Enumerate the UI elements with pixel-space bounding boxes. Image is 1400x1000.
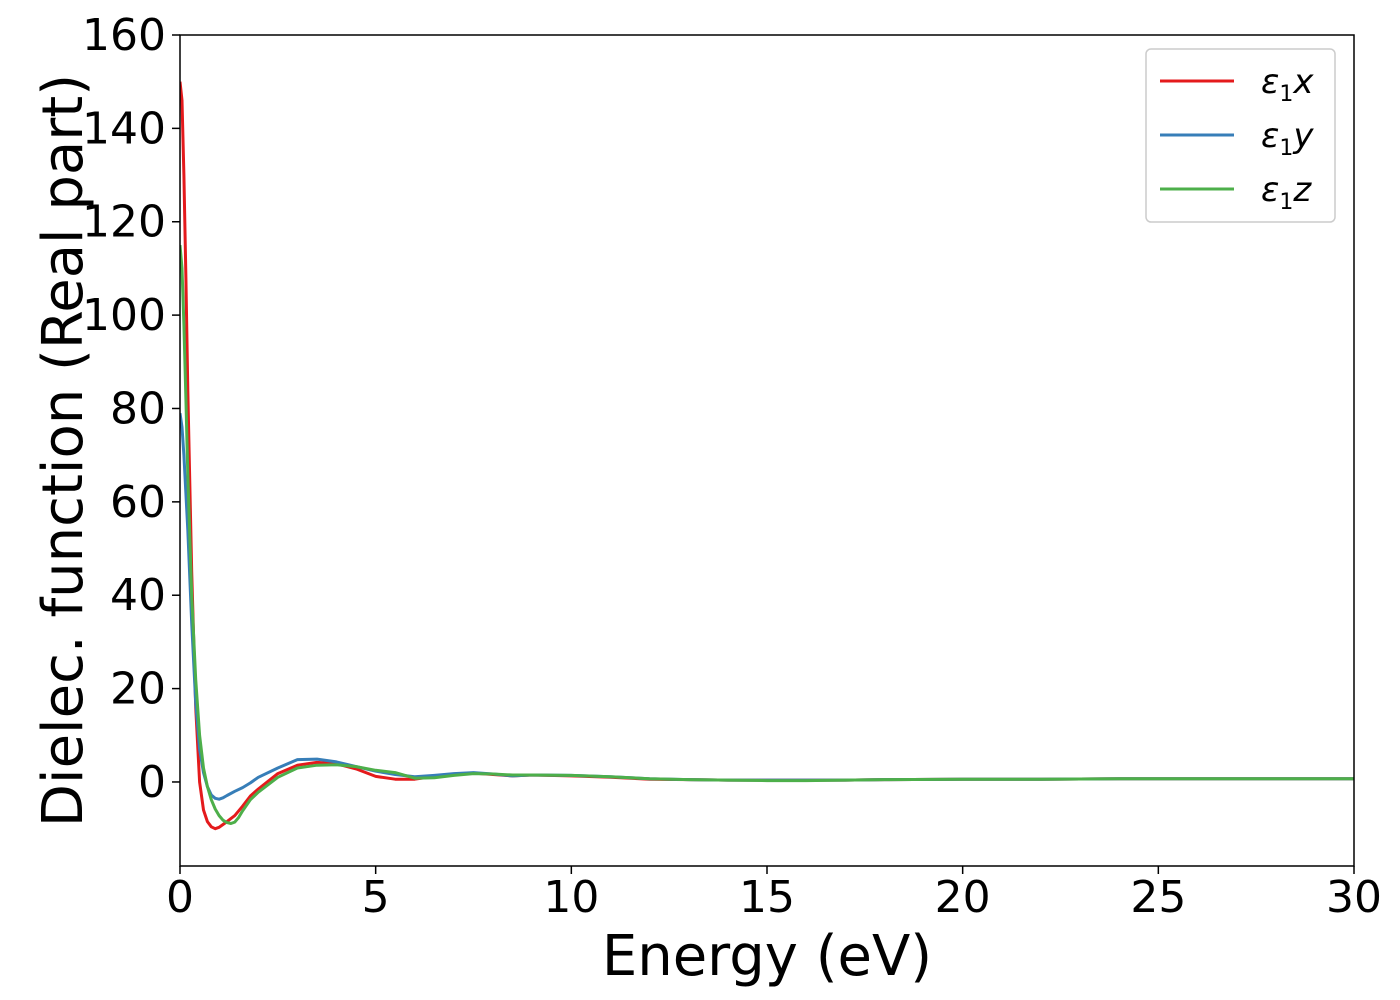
x-tick-label: 25 xyxy=(1130,872,1186,923)
x-tick-label: 10 xyxy=(543,872,599,923)
y-axis: 0 20 40 60 80 100 120 140 160 xyxy=(82,10,180,808)
y-tick-label: 40 xyxy=(110,570,166,621)
x-axis-label: Energy (eV) xyxy=(602,924,932,989)
y-tick-label: 140 xyxy=(82,103,166,154)
x-tick-label: 0 xyxy=(166,872,194,923)
y-tick-label: 80 xyxy=(110,383,166,434)
y-axis-label: Dielec. function (Real part) xyxy=(31,74,96,827)
series-line-y xyxy=(180,412,1354,801)
legend-box xyxy=(1145,48,1336,223)
y-tick-label: 0 xyxy=(138,757,166,808)
legend: ε1x ε1y ε1z xyxy=(1145,48,1336,223)
y-tick-label: 160 xyxy=(82,10,166,61)
x-tick-label: 15 xyxy=(739,872,795,923)
legend-label-y: ε1y xyxy=(1261,116,1314,161)
legend-label-z: ε1z xyxy=(1261,170,1312,215)
y-tick-label: 20 xyxy=(110,664,166,715)
y-tick-label: 100 xyxy=(82,290,166,341)
legend-label-x: ε1x xyxy=(1261,62,1314,107)
x-tick-label: 30 xyxy=(1326,872,1382,923)
y-tick-label: 60 xyxy=(110,477,166,528)
x-tick-label: 20 xyxy=(935,872,991,923)
x-tick-label: 5 xyxy=(362,872,390,923)
series-layer xyxy=(180,81,1354,831)
x-axis: 0 5 10 15 20 25 30 xyxy=(166,866,1382,923)
series-line-z xyxy=(180,244,1354,825)
y-tick-label: 120 xyxy=(82,197,166,248)
